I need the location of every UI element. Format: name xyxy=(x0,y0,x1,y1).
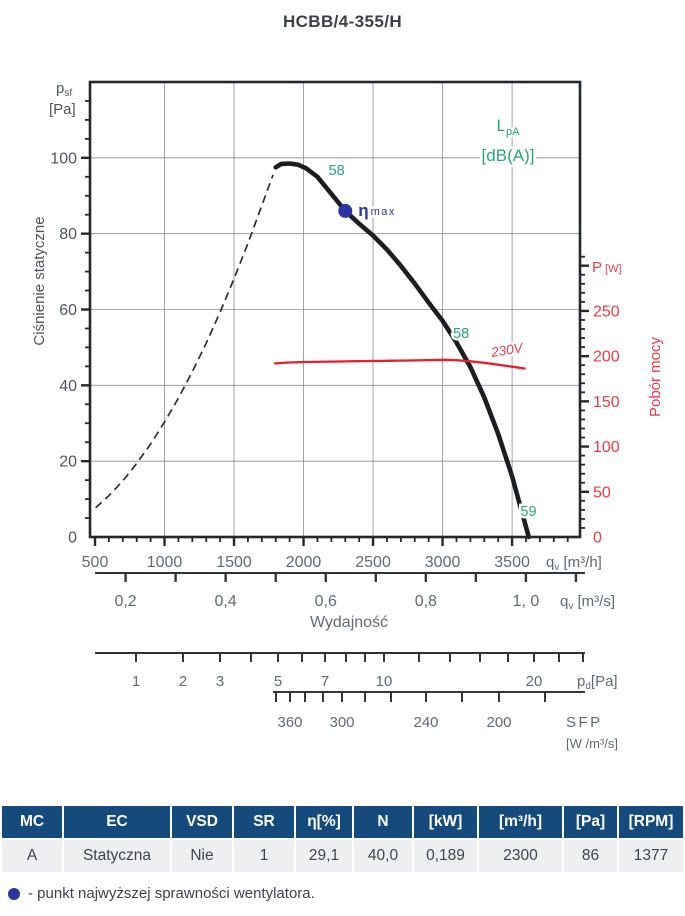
left-axis-title: Ciśnienie statyczne xyxy=(31,216,48,345)
svg-text:1, 0: 1, 0 xyxy=(513,593,540,610)
th-sr: SR xyxy=(234,806,296,838)
sfp-scale: 360 300 240 200 SFP [W /m³/s] xyxy=(273,691,618,751)
td-vsd: Nie xyxy=(172,840,234,872)
lpa-legend: LpA [dB(A)] xyxy=(479,114,537,168)
x-axis-m3h: 500 1000 1500 2000 2500 3000 3500 qv [m³/h] xyxy=(82,537,602,573)
svg-text:58: 58 xyxy=(453,326,469,342)
svg-text:7: 7 xyxy=(321,673,329,690)
power-curve-label: 230V xyxy=(489,340,525,360)
th-ec: EC xyxy=(64,806,172,838)
grid xyxy=(90,82,580,537)
th-vsd: VSD xyxy=(172,806,234,838)
svg-text:3500: 3500 xyxy=(494,554,530,571)
svg-text:1000: 1000 xyxy=(147,554,183,571)
svg-text:LpA: LpA xyxy=(497,116,521,138)
right-axis: 0 50 100 150 200 250 P [W] Pobór mocy xyxy=(580,255,664,547)
page-title: HCBB/4-355/H xyxy=(282,12,403,31)
curves: 230V xyxy=(95,161,532,540)
fan-data-table: MC EC VSD SR η[%] N [kW] [m³/h] [Pa] [RP… xyxy=(2,806,683,872)
bep-label: η max xyxy=(358,201,396,220)
td-rpm: 1377 xyxy=(619,840,683,872)
svg-text:20: 20 xyxy=(526,673,543,690)
sfp-label: SFP xyxy=(566,714,603,731)
bep-footnote: - punkt najwyższej sprawności wentylator… xyxy=(8,885,315,902)
svg-text:100: 100 xyxy=(593,439,620,456)
td-kw: 0,189 xyxy=(414,840,479,872)
bep-point xyxy=(338,203,353,218)
svg-text:0,6: 0,6 xyxy=(315,593,337,610)
svg-text:0: 0 xyxy=(593,530,602,547)
right-axis-title: Pobór mocy xyxy=(647,336,664,417)
bep-footnote-text: - punkt najwyższej sprawności wentylator… xyxy=(28,885,315,902)
td-pa: 86 xyxy=(564,840,619,872)
svg-text:[W /m³/s]: [W /m³/s] xyxy=(566,736,618,751)
x-axis-title: Wydajność xyxy=(310,614,388,631)
svg-text:P[W]: P [W] xyxy=(592,259,622,276)
svg-text:2500: 2500 xyxy=(355,554,391,571)
th-eta: η[%] xyxy=(296,806,354,838)
svg-text:360: 360 xyxy=(277,714,302,731)
svg-text:250: 250 xyxy=(593,303,620,320)
svg-text:20: 20 xyxy=(59,454,77,471)
td-m3h: 2300 xyxy=(479,840,564,872)
svg-text:240: 240 xyxy=(413,714,438,731)
noise-labels: 58 58 59 xyxy=(326,160,539,522)
svg-text:3000: 3000 xyxy=(425,554,461,571)
svg-text:psf: psf xyxy=(56,80,72,99)
svg-text:500: 500 xyxy=(82,554,109,571)
svg-text:200: 200 xyxy=(593,349,620,366)
svg-text:10: 10 xyxy=(376,673,393,690)
bep-bullet-icon xyxy=(8,887,20,900)
svg-text:3: 3 xyxy=(216,673,224,690)
svg-text:2000: 2000 xyxy=(286,554,322,571)
svg-text:5: 5 xyxy=(274,673,282,690)
td-mc: A xyxy=(2,840,64,872)
svg-text:0,4: 0,4 xyxy=(215,593,237,610)
left-axis: 0 20 40 60 80 100 psf [Pa] Ciśnienie statyczne xyxy=(31,80,90,547)
svg-text:qv [m³/s]: qv [m³/s] xyxy=(560,593,615,612)
svg-text:0,2: 0,2 xyxy=(114,593,136,610)
svg-text:100: 100 xyxy=(50,150,77,167)
td-n: 40,0 xyxy=(354,840,414,872)
svg-text:pd[Pa]: pd[Pa] xyxy=(577,673,618,692)
pressure-curve xyxy=(273,161,532,540)
td-eta: 29,1 xyxy=(296,840,354,872)
system-resistance-dashed-curve xyxy=(95,174,274,509)
pd-scale: 1 2 3 5 7 10 20 pd[Pa] xyxy=(95,652,618,692)
svg-text:50: 50 xyxy=(593,484,611,501)
svg-text:1500: 1500 xyxy=(216,554,252,571)
th-pa: [Pa] xyxy=(564,806,619,838)
svg-text:58: 58 xyxy=(329,163,345,179)
power-curve-230v xyxy=(273,358,526,370)
svg-text:80: 80 xyxy=(59,226,77,243)
svg-text:40: 40 xyxy=(59,378,77,395)
td-sr: 1 xyxy=(234,840,296,872)
td-ec: Statyczna xyxy=(64,840,172,872)
th-mc: MC xyxy=(2,806,64,838)
x-scale-m3s: 0,2 0,4 0,6 0,8 1, 0 qv [m³/s] Wydajność xyxy=(95,572,615,631)
svg-text:200: 200 xyxy=(486,714,511,731)
svg-text:60: 60 xyxy=(59,302,77,319)
th-m3h: [m³/h] xyxy=(479,806,564,838)
svg-text:1: 1 xyxy=(132,673,140,690)
svg-text:2: 2 xyxy=(179,673,187,690)
table-header-row: MC EC VSD SR η[%] N [kW] [m³/h] [Pa] [RP… xyxy=(2,806,683,838)
svg-text:qv [m³/h]: qv [m³/h] xyxy=(546,554,602,573)
svg-text:300: 300 xyxy=(329,714,354,731)
table-value-row: A Statyczna Nie 1 29,1 40,0 0,189 2300 8… xyxy=(2,840,683,872)
svg-text:[dB(A)]: [dB(A)] xyxy=(482,146,535,165)
svg-text:[Pa]: [Pa] xyxy=(49,101,76,118)
svg-text:150: 150 xyxy=(593,394,620,411)
svg-text:0: 0 xyxy=(68,530,77,547)
bep-marker: η max xyxy=(338,198,397,222)
svg-text:0,8: 0,8 xyxy=(415,593,437,610)
th-kw: [kW] xyxy=(414,806,479,838)
th-n: N xyxy=(354,806,414,838)
th-rpm: [RPM] xyxy=(619,806,683,838)
svg-text:59: 59 xyxy=(520,504,536,520)
